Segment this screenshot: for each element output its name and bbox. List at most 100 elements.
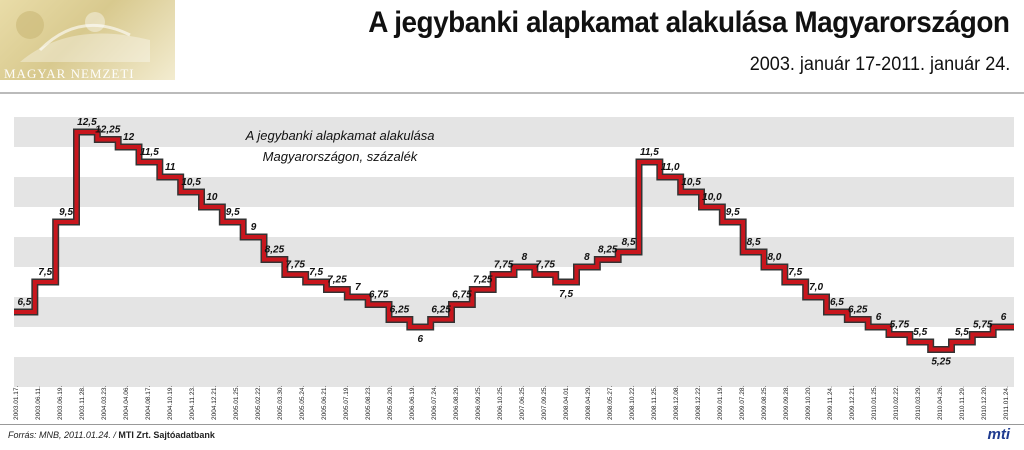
value-label: 7,25 — [473, 275, 493, 286]
value-label: 10,5 — [181, 177, 201, 188]
x-tick-label: 2005.01.25. — [233, 385, 240, 420]
x-tick-label: 2008.04.01. — [563, 385, 570, 420]
value-label: 8,25 — [598, 245, 618, 256]
value-label: 6,25 — [390, 305, 410, 316]
x-tick-label: 2005.08.23. — [365, 385, 372, 420]
value-label: 7,0 — [809, 282, 823, 293]
x-tick-label: 2004.03.23. — [101, 385, 108, 420]
value-label: 7,5 — [559, 289, 573, 300]
x-tick-label: 2004.10.19. — [167, 385, 174, 420]
source-agency: MTI Zrt. Sajtóadatbank — [118, 430, 215, 440]
value-label: 8 — [522, 252, 528, 263]
x-tick-label: 2005.07.19. — [343, 385, 350, 420]
x-tick-label: 2003.01.17. — [13, 385, 20, 420]
value-label: 8,25 — [265, 245, 285, 256]
x-tick-label: 2003.06.11. — [35, 386, 42, 420]
value-label: 10,5 — [681, 177, 701, 188]
value-label: 8 — [584, 252, 590, 263]
value-label: 7,75 — [494, 260, 514, 271]
x-tick-label: 2007.09.25. — [541, 385, 548, 420]
x-tick-label: 2010.03.29. — [915, 385, 922, 420]
x-tick-label: 2005.09.20. — [387, 385, 394, 420]
value-label: 6 — [1001, 312, 1007, 323]
value-label: 5,25 — [931, 357, 951, 368]
value-label: 7,25 — [327, 275, 347, 286]
mti-logo: mti — [987, 426, 1011, 443]
x-tick-label: 2005.06.21. — [321, 385, 328, 420]
grid-band — [14, 117, 1014, 147]
footer-divider — [0, 424, 1024, 425]
grid-band — [14, 177, 1014, 207]
value-label: 9,5 — [726, 207, 740, 218]
value-label: 11,0 — [661, 162, 680, 173]
header-divider — [0, 92, 1024, 94]
value-label: 7,5 — [38, 267, 52, 278]
value-label: 7,75 — [536, 260, 556, 271]
value-label: 5,75 — [890, 320, 910, 331]
value-label: 6 — [876, 312, 882, 323]
value-label: 6,25 — [431, 305, 451, 316]
value-label: 10,0 — [702, 192, 722, 203]
x-tick-label: 2011.01.24. — [1003, 386, 1010, 420]
value-label: 11,5 — [640, 147, 659, 158]
x-tick-label: 2006.07.24. — [431, 385, 438, 420]
x-tick-label: 2008.05.27. — [607, 385, 614, 420]
x-tick-label: 2005.03.30. — [277, 385, 284, 420]
x-tick-label: 2009.01.19. — [717, 385, 724, 420]
value-label: 12,25 — [95, 125, 120, 136]
value-label: 11,5 — [140, 147, 159, 158]
x-tick-label: 2008.12.22. — [695, 385, 702, 420]
value-label: 5,5 — [913, 327, 927, 338]
value-label: 12,5 — [77, 117, 97, 128]
value-label: 9,5 — [226, 207, 240, 218]
chart-annotation: Magyarországon, százalék — [263, 149, 419, 164]
x-tick-label: 2007.06.25. — [519, 385, 526, 420]
value-label: 7,75 — [286, 260, 306, 271]
logo-text: MAGYAR NEMZETI — [4, 66, 135, 80]
x-tick-label: 2009.09.28. — [783, 385, 790, 420]
x-tick-label: 2006.10.25. — [497, 385, 504, 420]
value-label: 5,75 — [973, 320, 993, 331]
x-tick-label: 2009.12.21. — [849, 385, 856, 420]
x-tick-label: 2009.10.20. — [805, 385, 812, 420]
x-tick-label: 2010.02.22. — [893, 385, 900, 420]
value-label: 7,5 — [788, 267, 802, 278]
value-label: 7,5 — [309, 267, 323, 278]
value-label: 6,75 — [452, 290, 472, 301]
value-label: 9,5 — [59, 207, 73, 218]
value-label: 7 — [355, 282, 361, 293]
x-tick-label: 2005.05.24. — [299, 385, 306, 420]
x-tick-label: 2004.12.21. — [211, 385, 218, 420]
grid-band — [14, 357, 1014, 387]
x-tick-label: 2010.01.25. — [871, 385, 878, 420]
x-tick-label: 2008.11.25. — [651, 386, 658, 420]
value-label: 6,5 — [17, 297, 31, 308]
x-tick-label: 2004.08.17. — [145, 385, 152, 420]
value-label: 9 — [251, 222, 257, 233]
x-tick-label: 2006.09.25. — [475, 385, 482, 420]
value-label: 5,5 — [955, 327, 969, 338]
x-tick-label: 2010.04.26. — [937, 385, 944, 420]
x-tick-label: 2003.06.19. — [57, 385, 64, 420]
x-tick-label: 2008.10.22. — [629, 385, 636, 420]
rate-line — [14, 130, 1014, 352]
mnb-logo: MAGYAR NEMZETI — [0, 0, 175, 80]
x-tick-label: 2009.11.24. — [827, 386, 834, 420]
x-tick-label: 2004.11.23. — [189, 386, 196, 420]
chart-annotation: A jegybanki alapkamat alakulása — [245, 128, 435, 143]
grid-band — [14, 237, 1014, 267]
x-tick-label: 2005.02.22. — [255, 385, 262, 420]
value-label: 8,5 — [622, 237, 636, 248]
value-label: 10 — [206, 192, 218, 203]
x-tick-label: 2010.12.20. — [981, 385, 988, 420]
x-tick-label: 2008.04.29. — [585, 385, 592, 420]
source-note: Forrás: MNB, 2011.01.24. / MTI Zrt. Sajt… — [8, 430, 215, 440]
x-tick-label: 2006.08.29. — [453, 385, 460, 420]
value-label: 8,0 — [767, 252, 781, 263]
page-title: A jegybanki alapkamat alakulása Magyaror… — [368, 6, 1011, 39]
source-text: Forrás: MNB, 2011.01.24. / — [8, 430, 119, 440]
crest-icon — [16, 11, 150, 62]
value-label: 8,5 — [747, 237, 761, 248]
x-tick-label: 2008.12.08. — [673, 385, 680, 420]
